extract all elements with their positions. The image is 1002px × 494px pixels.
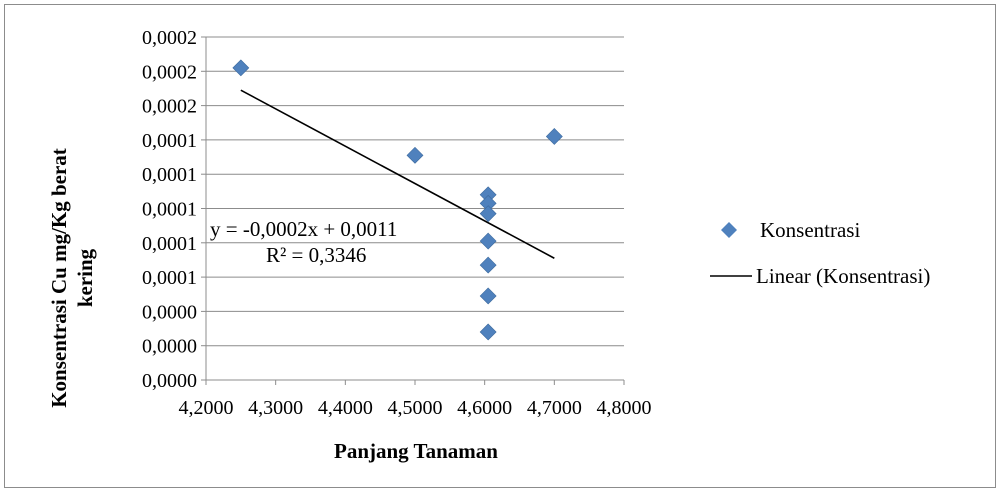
legend-label-konsentrasi: Konsentrasi <box>760 218 860 242</box>
x-tick-label-2: 4,4000 <box>318 397 373 419</box>
y-axis-title-line-1: Konsentrasi Cu mg/Kg berat <box>47 148 71 408</box>
trendline <box>240 89 555 259</box>
x-tick-labels: 4,2000 4,3000 4,4000 4,5000 4,6000 4,7000 4,80… <box>179 397 652 419</box>
trendline-layer <box>240 89 555 259</box>
y-tick-label-9: 0,0002 <box>142 61 197 83</box>
x-tick-label-4: 4,6000 <box>457 397 512 419</box>
y-tick-label-8: 0,0002 <box>142 96 197 118</box>
legend: Konsentrasi Linear (Konsentrasi) <box>710 218 930 288</box>
chart-frame <box>4 4 996 488</box>
axes <box>201 36 625 385</box>
data-point-2 <box>406 146 424 164</box>
legend-marker-konsentrasi <box>721 222 737 238</box>
y-tick-label-0: 0,0000 <box>142 370 197 392</box>
trendline-equation: y = -0,0002x + 0,0011 <box>210 217 397 241</box>
x-tick-label-5: 4,7000 <box>527 397 582 419</box>
data-points <box>232 59 563 341</box>
y-tick-label-5: 0,0001 <box>142 199 197 221</box>
data-point-8 <box>479 256 497 274</box>
data-point-10 <box>479 323 497 341</box>
data-point-9 <box>479 287 497 305</box>
y-tick-labels: 0,0000 0,0000 0,0000 0,0001 0,0001 0,0001 0,00… <box>142 27 197 392</box>
y-tick-label-6: 0,0001 <box>142 164 197 186</box>
x-tick-label-0: 4,2000 <box>179 397 234 419</box>
trendline-r-squared: R² = 0,3346 <box>266 243 366 267</box>
data-point-7 <box>479 232 497 250</box>
x-tick-label-3: 4,5000 <box>388 397 443 419</box>
x-axis-title: Panjang Tanaman <box>334 439 498 463</box>
y-tick-label-7: 0,0001 <box>142 130 197 152</box>
legend-label-linear: Linear (Konsentrasi) <box>756 264 930 288</box>
y-tick-label-4: 0,0001 <box>142 233 197 255</box>
y-tick-label-10: 0,0002 <box>142 27 197 49</box>
data-point-6 <box>479 205 497 223</box>
grid-lines <box>206 36 624 347</box>
y-tick-label-3: 0,0001 <box>142 267 197 289</box>
y-axis-title-line-2: kering <box>73 248 97 307</box>
y-tick-label-2: 0,0000 <box>142 301 197 323</box>
data-point-1 <box>232 59 250 77</box>
x-tick-label-1: 4,3000 <box>248 397 303 419</box>
y-tick-label-1: 0,0000 <box>142 336 197 358</box>
y-axis-title: Konsentrasi Cu mg/Kg berat kering <box>47 148 97 408</box>
data-point-3 <box>545 128 563 145</box>
x-tick-label-6: 4,8000 <box>597 397 652 419</box>
